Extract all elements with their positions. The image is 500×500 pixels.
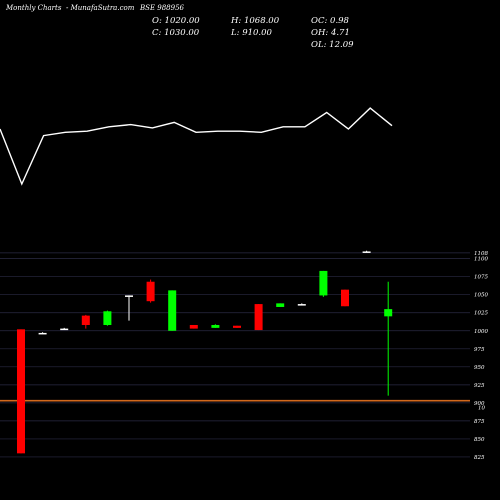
candle-body xyxy=(341,289,349,307)
y-axis-ticks: 825 850 875 900 925 950 975 1000 1025 1050 1075 110… xyxy=(474,251,488,461)
candle xyxy=(125,295,133,321)
candle-body xyxy=(17,329,25,454)
y-tick-label: 825 xyxy=(474,455,485,461)
candle-body xyxy=(60,328,69,331)
candle-body xyxy=(211,324,220,328)
candle-body xyxy=(276,303,285,307)
y-tick-label: 1050 xyxy=(474,293,488,299)
candle xyxy=(211,324,220,328)
close-value: C: 1030.00 xyxy=(152,28,200,38)
oh-value: OH: 4.71 xyxy=(311,28,350,38)
candle xyxy=(319,270,328,297)
candle xyxy=(81,314,90,329)
extra-axis-label: 10 xyxy=(478,406,485,412)
candle xyxy=(103,310,112,326)
y-tick-label: 925 xyxy=(474,383,485,389)
brand-label: Monthly Charts xyxy=(6,4,62,12)
candle-body xyxy=(168,290,177,331)
site-label: - MunafaSutra.com xyxy=(66,4,135,12)
candle-body xyxy=(189,324,198,329)
candle xyxy=(384,281,393,396)
y-tick-label: 975 xyxy=(474,347,485,353)
oc-value: OC: 0.98 xyxy=(311,16,349,26)
y-tick-label: 950 xyxy=(474,365,485,371)
line-series xyxy=(0,107,393,186)
symbol-label: BSE 988956 xyxy=(140,4,184,12)
candle-body xyxy=(81,315,90,325)
y-tick-label: 1075 xyxy=(474,275,488,281)
y-tick-label: 1100 xyxy=(474,257,488,263)
candle-body xyxy=(319,270,328,296)
y-tick-label: 900 xyxy=(474,401,485,407)
y-tick-label: 1025 xyxy=(474,311,488,317)
candle xyxy=(297,303,306,306)
candle xyxy=(146,279,155,303)
high-value: H: 1068.00 xyxy=(231,16,280,26)
candle-body xyxy=(125,295,133,297)
candle-body xyxy=(254,304,263,331)
candle xyxy=(254,304,263,331)
candle-body xyxy=(38,332,47,335)
grid-lines xyxy=(0,252,470,458)
line-panel xyxy=(0,107,393,186)
y-tick-label: 1000 xyxy=(474,329,488,335)
y-tick-label: 875 xyxy=(474,419,485,425)
candle-body xyxy=(297,304,306,306)
y-tick-label: 1108 xyxy=(474,251,488,257)
candle-body xyxy=(103,311,112,325)
low-value: L: 910.00 xyxy=(231,28,272,38)
candle-body xyxy=(146,281,155,302)
candles-group xyxy=(17,250,393,454)
candle xyxy=(38,332,47,335)
ol-value: OL: 12.09 xyxy=(311,40,354,50)
candle xyxy=(17,329,25,454)
candle xyxy=(233,325,241,328)
candle-body xyxy=(384,309,393,317)
candle xyxy=(168,290,177,331)
candle xyxy=(341,289,349,307)
y-tick-label: 850 xyxy=(474,437,485,443)
candle xyxy=(189,324,198,329)
candle-body xyxy=(362,251,371,253)
open-value: O: 1020.00 xyxy=(152,16,200,26)
candle xyxy=(362,250,371,253)
candle xyxy=(60,327,69,331)
candle xyxy=(276,303,285,307)
candle-body xyxy=(233,325,241,328)
